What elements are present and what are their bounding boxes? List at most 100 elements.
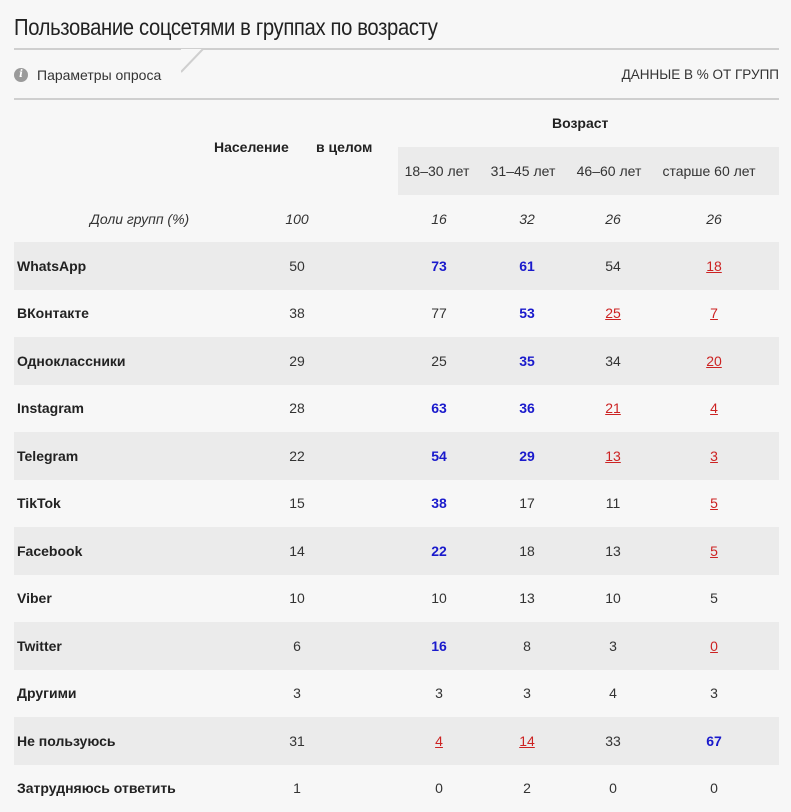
- table-cell: 25: [431, 352, 447, 369]
- group-share-value: 26: [605, 211, 621, 227]
- row-label: Затрудняюсь ответить: [17, 780, 176, 797]
- row-label: Одноклассники: [17, 352, 126, 369]
- table-cell[interactable]: 18: [706, 257, 722, 274]
- group-shares-label: Доли групп (%): [90, 211, 190, 227]
- table-row: Instagram 28 63 36 21 4: [14, 385, 779, 433]
- page-title: Пользование соцсетями в группах по возра…: [14, 14, 438, 40]
- table-row: Одноклассники 29 25 35 34 20: [14, 337, 779, 385]
- table-cell: 6: [293, 637, 301, 654]
- table-cell: 16: [431, 637, 447, 654]
- table-cell: 3: [523, 685, 531, 702]
- table-cell: 10: [431, 590, 447, 607]
- row-label: Другими: [17, 685, 77, 702]
- table-cell: 61: [519, 257, 535, 274]
- table-row: Twitter 6 16 8 3 0: [14, 622, 779, 670]
- table-cell: 33: [605, 732, 621, 749]
- table-cell: 54: [605, 257, 621, 274]
- table-cell: 67: [706, 732, 722, 749]
- group-share-value: 32: [519, 211, 535, 227]
- survey-params-toggle[interactable]: i Параметры опроса: [14, 66, 161, 84]
- row-label: Telegram: [17, 447, 79, 464]
- table-cell: 8: [523, 637, 531, 654]
- table-cell: 34: [605, 352, 621, 369]
- table-cell: 36: [519, 400, 535, 417]
- table-row: Telegram 22 54 29 13 3: [14, 432, 779, 480]
- table-cell: 35: [519, 352, 535, 369]
- table-row: ВКонтакте 38 77 53 25 7: [14, 290, 779, 338]
- table-cell: 18: [519, 542, 535, 559]
- table-cell[interactable]: 0: [710, 637, 718, 654]
- table-cell: 1: [293, 780, 301, 797]
- table-cell[interactable]: 13: [605, 447, 621, 464]
- table-cell: 10: [289, 590, 305, 607]
- table-cell[interactable]: 25: [605, 305, 621, 322]
- table-cell[interactable]: 4: [710, 400, 718, 417]
- table-cell[interactable]: 3: [710, 447, 718, 464]
- group-share-value: 16: [431, 211, 447, 227]
- table-cell: 0: [435, 780, 443, 797]
- table-cell: 28: [289, 400, 305, 417]
- table-cell: 17: [519, 495, 535, 512]
- table-cell: 53: [519, 305, 535, 322]
- row-label: TikTok: [17, 495, 61, 512]
- table-cell: 50: [289, 257, 305, 274]
- table-cell[interactable]: 20: [706, 352, 722, 369]
- survey-params-label: Параметры опроса: [37, 67, 162, 83]
- table-cell[interactable]: 5: [710, 495, 718, 512]
- table-cell: 13: [519, 590, 535, 607]
- header-divider: [14, 98, 779, 100]
- table-row: TikTok 15 38 17 11 5: [14, 480, 779, 528]
- age-group-18-30: 18–30 лет: [404, 163, 470, 179]
- table-cell: 15: [289, 495, 305, 512]
- table-cell: 0: [710, 780, 718, 797]
- table-cell[interactable]: 5: [710, 542, 718, 559]
- table-row: Другими 3 3 3 4 3: [14, 670, 779, 718]
- table-cell[interactable]: 14: [519, 732, 535, 749]
- table-cell[interactable]: 4: [435, 732, 443, 749]
- table-cell: 10: [605, 590, 621, 607]
- age-group-60-plus: старше 60 лет: [662, 163, 756, 179]
- table-cell: 31: [289, 732, 305, 749]
- table-cell: 73: [431, 257, 447, 274]
- row-label: Не пользуюсь: [17, 732, 116, 749]
- table-row: Viber 10 10 13 10 5: [14, 575, 779, 623]
- units-note: ДАННЫЕ В % ОТ ГРУПП: [621, 67, 779, 82]
- age-groups-header: [398, 147, 779, 195]
- table-cell: 2: [523, 780, 531, 797]
- row-label: Twitter: [17, 637, 62, 654]
- table-row: Facebook 14 22 18 13 5: [14, 527, 779, 575]
- table-cell: 11: [605, 495, 621, 512]
- table-cell: 14: [289, 542, 305, 559]
- age-group-46-60: 46–60 лет: [576, 163, 642, 179]
- row-label: Instagram: [17, 400, 84, 417]
- table-cell: 3: [435, 685, 443, 702]
- table-cell: 3: [293, 685, 301, 702]
- table-cell: 29: [519, 447, 535, 464]
- table-cell: 4: [609, 685, 617, 702]
- table-cell: 29: [289, 352, 305, 369]
- table-row: WhatsApp 50 73 61 54 18: [14, 242, 779, 290]
- header-overall: в целом: [316, 139, 373, 155]
- table-cell: 38: [289, 305, 305, 322]
- table-row: Затрудняюсь ответить 1 0 2 0 0: [14, 765, 779, 812]
- table-cell: 38: [431, 495, 447, 512]
- table-cell: 54: [431, 447, 447, 464]
- table-cell: 5: [710, 590, 718, 607]
- group-share-value: 26: [706, 211, 722, 227]
- row-label: Viber: [17, 590, 52, 607]
- row-label: ВКонтакте: [17, 305, 89, 322]
- title-divider: [14, 48, 779, 50]
- table-cell: 63: [431, 400, 447, 417]
- age-group-31-45: 31–45 лет: [490, 163, 556, 179]
- table-row: Не пользуюсь 31 4 14 33 67: [14, 717, 779, 765]
- table-cell: 13: [605, 542, 621, 559]
- table-cell: 3: [609, 637, 617, 654]
- header-population: Население: [214, 139, 289, 155]
- table-cell: 77: [431, 305, 447, 322]
- table-cell[interactable]: 7: [710, 305, 718, 322]
- info-icon: i: [14, 68, 28, 82]
- table-cell: 22: [289, 447, 305, 464]
- row-label: Facebook: [17, 542, 83, 559]
- table-cell: 3: [710, 685, 718, 702]
- table-cell[interactable]: 21: [605, 400, 621, 417]
